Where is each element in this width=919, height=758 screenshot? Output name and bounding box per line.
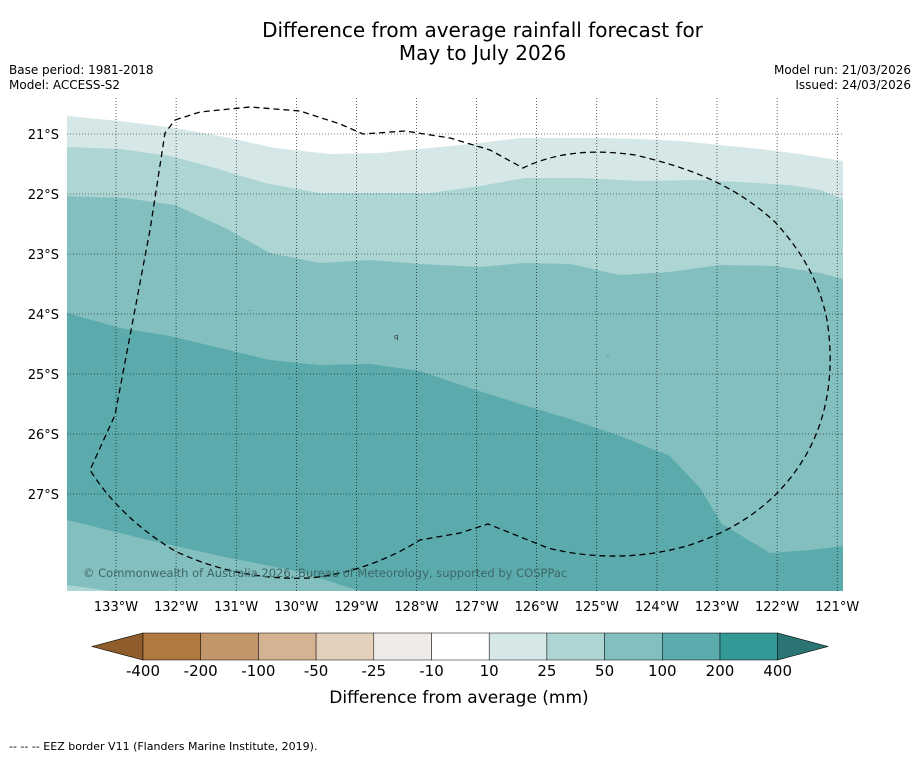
colorbar-segment	[373, 632, 432, 661]
colorbar-segment	[719, 632, 778, 661]
colorbar-segment	[258, 632, 317, 661]
base-period: Base period: 1981-2018	[9, 63, 154, 77]
colorbar-segment	[488, 632, 548, 661]
rainfall-contours: . q . . © Commonwealth of Australia 2026…	[67, 98, 843, 591]
gridlines	[67, 98, 843, 591]
longitude-labels: 133°W 132°W 131°W 130°W 129°W 128°W 127°W 126°W…	[94, 600, 860, 615]
longitude-label: 133°W	[94, 600, 138, 615]
colorbar-tick-label: -200	[184, 662, 218, 680]
meta-left: Base period: 1981-2018 Model: ACCESS-S2	[9, 63, 154, 93]
model-run: Model run: 21/03/2026	[773, 63, 911, 77]
colorbar-tick-label: -25	[362, 662, 387, 680]
colorbar-tick-label: 25	[537, 662, 556, 680]
colorbar-segment	[662, 632, 721, 661]
colorbar-legend: -400 -200 -100 -50 -25 -10 10 25 50 100 200 400	[90, 632, 830, 680]
latitude-label: 24°S	[28, 308, 59, 323]
longitude-label: 121°W	[815, 600, 859, 615]
colorbar-tick-label: -400	[126, 662, 160, 680]
latitude-label: 25°S	[28, 368, 59, 383]
longitude-label: 127°W	[455, 600, 499, 615]
longitude-label: 129°W	[334, 600, 378, 615]
colorbar-segment	[546, 632, 605, 661]
issued-date: Issued: 24/03/2026	[795, 78, 911, 92]
colorbar-tick-label: 200	[706, 662, 735, 680]
colorbar-tick-label: 100	[648, 662, 677, 680]
colorbar-segment	[604, 632, 663, 661]
legend-title: Difference from average (mm)	[329, 688, 588, 708]
colorbar-segment	[431, 632, 490, 661]
meta-right: Model run: 21/03/2026 Issued: 24/03/2026	[774, 63, 911, 93]
colorbar-segment	[142, 632, 201, 661]
longitude-label: 132°W	[154, 600, 198, 615]
latitude-label: 27°S	[28, 488, 59, 503]
copyright-notice: © Commonwealth of Australia 2026, Bureau…	[83, 566, 567, 580]
colorbar-tick-label: 10	[480, 662, 499, 680]
longitude-label: 125°W	[575, 600, 619, 615]
longitude-label: 124°W	[635, 600, 679, 615]
longitude-label: 131°W	[214, 600, 258, 615]
colorbar-tick-label: -100	[241, 662, 275, 680]
islet-2: q	[394, 333, 398, 341]
lower-band-100-200	[67, 520, 360, 591]
colorbar-tick-label: 400	[763, 662, 792, 680]
colorbar-tick-label: 50	[595, 662, 614, 680]
latitude-labels: 21°S 22°S 23°S 24°S 25°S 26°S 27°S	[28, 128, 59, 503]
eez-footnote: -- -- -- EEZ border V11 (Flanders Marine…	[9, 740, 318, 753]
latitude-label: 21°S	[28, 128, 59, 143]
colorbar-tick-label: -10	[419, 662, 444, 680]
longitude-label: 130°W	[274, 600, 318, 615]
lower-band-50-100	[67, 585, 110, 591]
islet-1: .	[249, 306, 251, 313]
band-200-400	[67, 313, 843, 591]
latitude-label: 26°S	[28, 428, 59, 443]
title-line-2: May to July 2026	[398, 41, 567, 65]
colorbar-segment	[315, 632, 375, 661]
eez-border	[89, 106, 831, 579]
model-name: Model: ACCESS-S2	[9, 78, 121, 92]
colorbar-tick-label: -50	[304, 662, 329, 680]
latitude-label: 22°S	[28, 188, 59, 203]
colorbar-under-arrow	[90, 632, 144, 661]
longitude-label: 123°W	[695, 600, 739, 615]
longitude-label: 128°W	[394, 600, 438, 615]
latitude-label: 23°S	[28, 248, 59, 263]
title-line-1: Difference from average rainfall forecas…	[262, 18, 703, 42]
colorbar-segment	[200, 632, 259, 661]
longitude-label: 122°W	[755, 600, 799, 615]
longitude-label: 126°W	[515, 600, 559, 615]
islet-3: .	[607, 351, 609, 358]
colorbar-over-arrow	[777, 632, 830, 661]
map-title: Difference from average rainfall forecas…	[0, 19, 919, 65]
islet-4: .	[289, 374, 291, 381]
